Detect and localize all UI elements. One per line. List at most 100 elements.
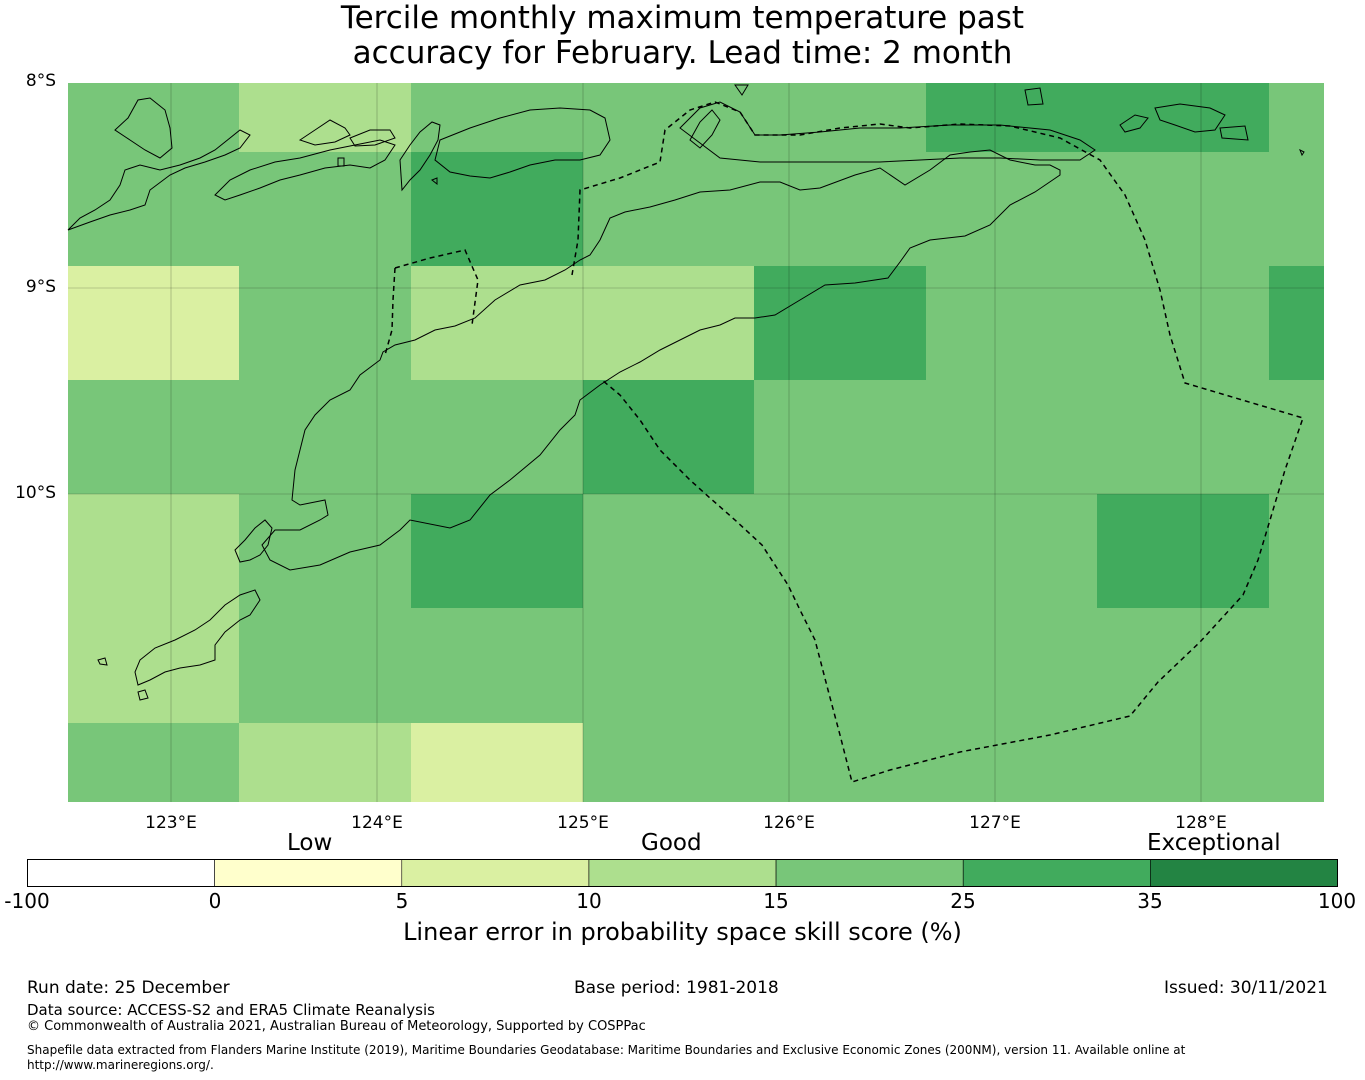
grid-cell xyxy=(239,152,411,266)
lakor-coastline xyxy=(1219,125,1249,141)
grid-cell xyxy=(1269,494,1324,608)
kisar-coastline xyxy=(1024,87,1044,106)
grid-cell xyxy=(1269,608,1324,723)
lon-label-128e: 128°E xyxy=(1175,813,1227,833)
grid-cell xyxy=(1097,83,1269,152)
colorbar-segment xyxy=(27,859,215,887)
shapefile-credit-line2: http://www.marineregions.org/. xyxy=(27,1058,214,1072)
grid-cell xyxy=(68,494,239,608)
grid-cell xyxy=(411,152,583,266)
islet-coastline xyxy=(97,657,108,666)
grid-cell xyxy=(583,83,754,152)
grid-cell xyxy=(926,494,1097,608)
grid-cell xyxy=(583,380,754,494)
grid-cell xyxy=(68,83,239,152)
grid-cell xyxy=(583,152,754,266)
grid-cell xyxy=(754,494,926,608)
grid-cell xyxy=(411,608,583,723)
leti-coastline xyxy=(1119,114,1149,133)
colorbar xyxy=(27,859,1338,887)
data-source: Data source: ACCESS-S2 and ERA5 Climate … xyxy=(27,1001,435,1019)
grid-cell xyxy=(239,494,411,608)
grid-cell xyxy=(926,380,1097,494)
colorbar-segment xyxy=(1150,859,1338,887)
grid-cell xyxy=(1097,494,1269,608)
oecusse-boundary xyxy=(394,249,479,326)
lon-label-124e: 124°E xyxy=(351,813,403,833)
colorbar-tick-15: 15 xyxy=(763,889,789,913)
lon-label-125e: 125°E xyxy=(557,813,609,833)
timor-coastline xyxy=(261,149,1061,571)
adonara-coastline xyxy=(349,129,396,147)
grid-cell xyxy=(68,152,239,266)
base-period: Base period: 1981-2018 xyxy=(574,978,779,998)
grid-cell xyxy=(1269,83,1324,152)
colorbar-label: Linear error in probability space skill … xyxy=(403,918,962,946)
colorbar-segment xyxy=(962,859,1151,887)
grid-cell xyxy=(68,266,239,380)
grid-cell xyxy=(1269,380,1324,494)
lat-label-10s: 10°S xyxy=(15,483,56,503)
islet4-coastline xyxy=(337,157,345,167)
grid-cell xyxy=(926,608,1097,723)
colorbar-tick-5: 5 xyxy=(395,889,409,913)
grid-cell xyxy=(1269,152,1324,266)
grid-cell xyxy=(583,608,754,723)
colorbar-segment xyxy=(214,859,403,887)
grid-cell xyxy=(1269,723,1324,802)
colorbar-category-low: Low xyxy=(287,830,333,856)
flores-coastline xyxy=(67,129,251,231)
grid-cell xyxy=(1097,723,1269,802)
lembata-coastline xyxy=(214,139,396,201)
issued-date: Issued: 30/11/2021 xyxy=(1164,978,1328,998)
colorbar-segment xyxy=(401,859,590,887)
timor-leste-eez xyxy=(571,101,1304,783)
colorbar-tick-35: 35 xyxy=(1137,889,1163,913)
grid-cell xyxy=(1097,266,1269,380)
colorbar-category-exceptional: Exceptional xyxy=(1147,830,1281,856)
map-title-line1: Tercile monthly maximum temperature past xyxy=(340,0,1025,36)
solor-coastline xyxy=(298,119,351,146)
grid-cell xyxy=(411,266,583,380)
grid-cell xyxy=(583,266,754,380)
flores-east-coastline xyxy=(114,97,173,159)
grid-cell xyxy=(411,380,583,494)
grid-cell xyxy=(754,266,926,380)
moa-coastline xyxy=(1154,103,1226,133)
islet3-coastline xyxy=(734,84,749,96)
colorbar-tick-0: 0 xyxy=(208,889,222,913)
lon-label-127e: 127°E xyxy=(969,813,1021,833)
grid-cell xyxy=(926,723,1097,802)
grid-cell xyxy=(1269,266,1324,380)
copyright: © Commonwealth of Australia 2021, Austra… xyxy=(27,1019,646,1034)
rote-coastline xyxy=(134,589,261,686)
grid-cell xyxy=(583,494,754,608)
oecusse-boundary-south xyxy=(384,267,396,356)
grid-cell xyxy=(1097,152,1269,266)
semau-coastline xyxy=(234,519,273,563)
colorbar-segment xyxy=(588,859,777,887)
colorbar-tick-10: 10 xyxy=(576,889,602,913)
wetar-west-coastline xyxy=(689,109,721,149)
lat-label-8s: 8°S xyxy=(25,71,56,91)
grid-cell xyxy=(583,723,754,802)
grid-cell xyxy=(239,608,411,723)
grid-cell xyxy=(754,152,926,266)
grid-cell xyxy=(754,608,926,723)
grid-cell xyxy=(411,494,583,608)
map-title-line2: accuracy for February. Lead time: 2 mont… xyxy=(352,35,1013,71)
grid-cell xyxy=(1097,608,1269,723)
maritime-boundaries xyxy=(384,101,1304,783)
grid-cell xyxy=(926,152,1097,266)
colorbar-segments xyxy=(27,859,1338,887)
colorbar-tick-25: 25 xyxy=(950,889,976,913)
ndao-coastline xyxy=(137,689,149,701)
lon-label-126e: 126°E xyxy=(763,813,815,833)
grid-cell xyxy=(239,266,411,380)
shapefile-credit-line1: Shapefile data extracted from Flanders M… xyxy=(27,1043,1186,1057)
colorbar-tick-100: 100 xyxy=(1317,889,1357,913)
colorbar-segment xyxy=(775,859,964,887)
pantar-coastline xyxy=(399,121,441,192)
grid-cells xyxy=(68,83,1324,802)
